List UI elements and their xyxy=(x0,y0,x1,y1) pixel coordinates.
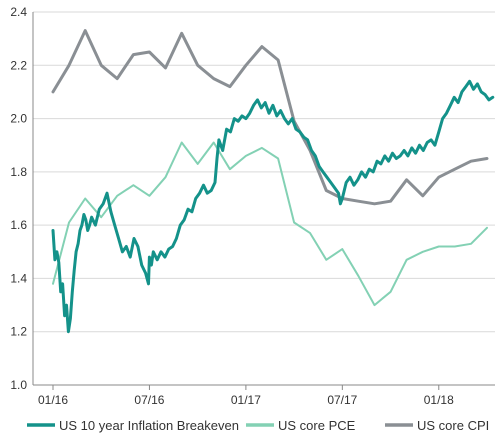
y-tick-label: 1.8 xyxy=(10,165,27,179)
x-tick-label: 01/18 xyxy=(424,393,454,407)
y-tick-label: 1.6 xyxy=(10,218,27,232)
legend-label: US 10 year Inflation Breakeven xyxy=(59,418,239,433)
y-tick-label: 2.0 xyxy=(10,112,27,126)
y-tick-label: 2.2 xyxy=(10,58,27,72)
x-tick-label: 01/16 xyxy=(38,393,68,407)
axes: 1.0 1.2 1.4 1.6 1.8 2.0 2.2 2.4 01/16 07/16 01/17 0… xyxy=(10,5,495,407)
legend: US 10 year Inflation Breakeven US core PC… xyxy=(27,418,489,433)
series-line-us-core-cpi xyxy=(51,29,489,206)
series-line-us-core-pce xyxy=(52,141,488,307)
y-tick-label: 2.4 xyxy=(10,5,27,19)
series-line-us-10-year-inflation-breakeven xyxy=(51,79,495,334)
y-tick-label: 1.0 xyxy=(10,378,27,392)
series-lines xyxy=(51,29,495,334)
x-tick-label: 07/17 xyxy=(327,393,357,407)
x-tick-label: 01/17 xyxy=(231,393,261,407)
y-tick-label: 1.2 xyxy=(10,325,27,339)
legend-label: US core CPI xyxy=(417,418,489,433)
y-tick-label: 1.4 xyxy=(10,271,27,285)
x-tick-label: 07/16 xyxy=(134,393,164,407)
gridlines xyxy=(33,11,495,386)
legend-label: US core PCE xyxy=(278,418,356,433)
